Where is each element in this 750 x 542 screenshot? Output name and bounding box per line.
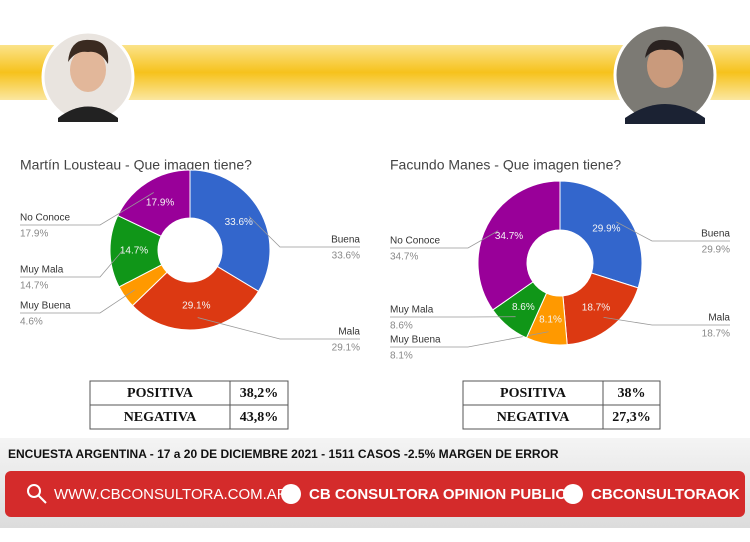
table-label: NEGATIVA: [124, 410, 198, 425]
table-value: 38,2%: [240, 386, 279, 401]
slice: [559, 180, 643, 289]
legend-value: 8.6%: [390, 321, 413, 332]
leader-line: [616, 221, 730, 242]
table-label: POSITIVA: [127, 386, 194, 401]
slice: [189, 169, 271, 292]
facebook: CB CONSULTORA OPINION PUBLICA: [309, 486, 577, 503]
legend-label: Muy Mala: [390, 305, 434, 316]
leader-line: [603, 317, 730, 326]
legend-value: 34.7%: [390, 252, 418, 263]
legend-label: No Conoce: [390, 236, 440, 247]
legend-label: Muy Buena: [20, 301, 71, 312]
web-icon: [27, 484, 47, 504]
legend-label: No Conoce: [20, 213, 70, 224]
table-label: POSITIVA: [500, 386, 567, 401]
legend-label: Muy Buena: [390, 335, 441, 346]
slice-label: 33.6%: [225, 217, 253, 228]
legend-label: Muy Mala: [20, 265, 64, 276]
slice: [117, 169, 191, 237]
legend-value: 4.6%: [20, 317, 43, 328]
legend-label: Mala: [708, 313, 730, 324]
leader-line: [390, 230, 499, 249]
legend-label: Buena: [331, 235, 360, 246]
slice-label: 29.9%: [592, 224, 620, 235]
table-value: 27,3%: [612, 410, 651, 425]
leader-line: [20, 289, 136, 314]
slice-label: 18.7%: [582, 303, 610, 314]
facebook-icon: [281, 484, 301, 504]
leader-line: [20, 250, 123, 278]
twitter-icon: [563, 484, 583, 504]
slice-label: 34.7%: [495, 231, 523, 242]
leader-line: [197, 317, 360, 340]
legend-value: 29.9%: [702, 245, 730, 256]
chart-title: Facundo Manes - Que imagen tiene?: [390, 157, 621, 173]
legend-label: Mala: [338, 327, 360, 338]
slice-label: 17.9%: [146, 197, 174, 208]
brand-banner: [5, 471, 745, 517]
legend-value: 33.6%: [332, 251, 360, 262]
survey-note: ENCUESTA ARGENTINA - 17 a 20 DE DICIEMBR…: [8, 447, 559, 461]
slice-label: 8.1%: [539, 314, 562, 325]
legend-value: 8.1%: [390, 351, 413, 362]
slice: [131, 265, 260, 331]
legend-value: 17.9%: [20, 229, 48, 240]
slice-label: 8.6%: [512, 302, 535, 313]
table-value: 38%: [618, 386, 646, 401]
table-value: 43,8%: [240, 410, 279, 425]
leader-line: [20, 192, 154, 226]
legend-label: Buena: [701, 229, 730, 240]
table-label: NEGATIVA: [497, 410, 571, 425]
legend-value: 14.7%: [20, 281, 48, 292]
leader-line: [248, 216, 360, 248]
slice-label: 14.7%: [120, 246, 148, 257]
leader-line: [390, 331, 549, 348]
chart-title: Martín Lousteau - Que imagen tiene?: [20, 157, 252, 173]
website: WWW.CBCONSULTORA.COM.AR: [54, 486, 288, 503]
slice-label: 29.1%: [182, 300, 210, 311]
legend-value: 29.1%: [332, 343, 360, 354]
twitter: CBCONSULTORAOK: [591, 486, 740, 503]
photo-lousteau: [41, 30, 135, 124]
legend-value: 18.7%: [702, 329, 730, 340]
photo-manes: [613, 23, 717, 127]
slice: [477, 180, 561, 311]
